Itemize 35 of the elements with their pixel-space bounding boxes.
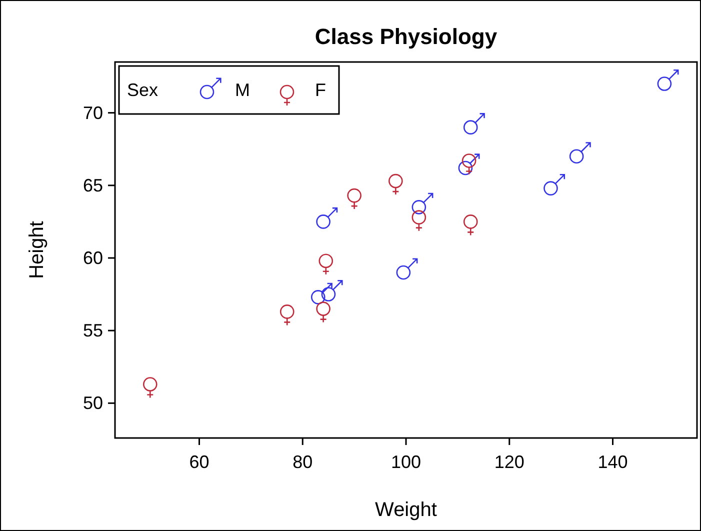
x-tick-label: 140 — [598, 452, 628, 472]
point — [544, 181, 558, 196]
x-tick-label: 100 — [390, 452, 422, 472]
y-tick-label: 50 — [82, 393, 103, 414]
point — [318, 254, 334, 268]
legend-label: F — [315, 80, 326, 100]
point — [569, 149, 584, 164]
legend-label: M — [235, 80, 250, 100]
point — [347, 188, 362, 203]
point — [142, 377, 158, 392]
y-tick-label: 70 — [82, 102, 103, 123]
point — [316, 214, 330, 229]
point — [463, 120, 478, 134]
y-tick-label: 60 — [82, 248, 103, 268]
point — [388, 174, 403, 188]
point — [463, 214, 478, 229]
point — [412, 210, 426, 224]
point — [396, 265, 411, 280]
y-axis-title: Height — [26, 220, 48, 279]
x-tick-label: 120 — [494, 452, 524, 472]
legend-title: Sex — [127, 80, 158, 100]
point — [458, 160, 473, 176]
x-axis-title: Weight — [375, 499, 438, 521]
point — [412, 200, 426, 214]
point — [280, 304, 294, 319]
y-tick-label: 55 — [82, 320, 103, 341]
point — [462, 154, 476, 168]
point — [310, 290, 326, 304]
x-tick-label: 80 — [292, 452, 313, 472]
point — [657, 76, 672, 91]
point — [316, 302, 330, 316]
x-tick-label: 60 — [189, 452, 210, 472]
point — [321, 287, 336, 302]
chart-title: Class Physiology — [314, 24, 498, 49]
y-tick-label: 65 — [82, 175, 103, 196]
